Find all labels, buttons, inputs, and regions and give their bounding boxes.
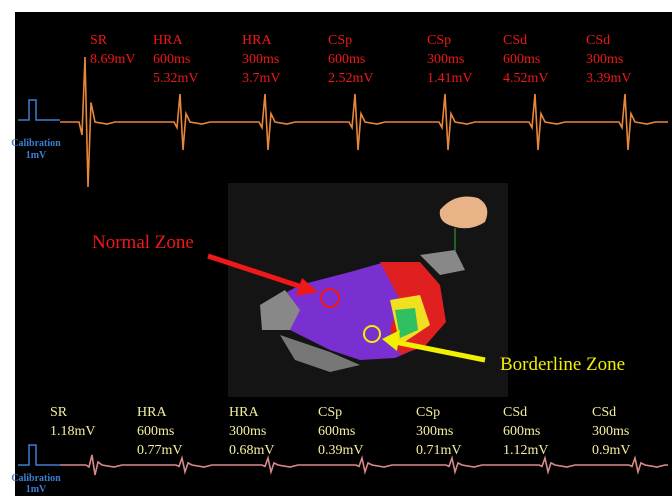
trace-label: CSd (503, 405, 527, 420)
trace-label: 0.77mV (137, 443, 183, 458)
trace-label: HRA (242, 33, 272, 48)
trace-label: SR (90, 33, 108, 48)
trace-label: CSp (328, 33, 352, 48)
trace-label: 600ms (503, 52, 540, 67)
trace-label: HRA (137, 405, 167, 420)
calibration-value: 1mV (26, 484, 47, 495)
trace-label: CSd (586, 33, 610, 48)
trace-label: 600ms (137, 424, 174, 439)
trace-label: 1.12mV (503, 443, 549, 458)
trace-label: 5.32mV (153, 71, 199, 86)
figure: Calibration 1mV Calibration 1mV Normal Z… (0, 0, 672, 496)
trace-label: 300ms (586, 52, 623, 67)
trace-label: 300ms (242, 52, 279, 67)
trace-label: 0.68mV (229, 443, 275, 458)
trace-label: 2.52mV (328, 71, 374, 86)
trace-label: 3.39mV (586, 71, 632, 86)
trace-label: SR (50, 405, 68, 420)
trace-label: 0.71mV (416, 443, 462, 458)
trace-label: 600ms (318, 424, 355, 439)
trace-label: 300ms (229, 424, 266, 439)
trace-label: 0.39mV (318, 443, 364, 458)
calibration-label: Calibration (11, 138, 61, 149)
calibration-value: 1mV (26, 150, 47, 161)
trace-label: 300ms (416, 424, 453, 439)
trace-label: 300ms (592, 424, 629, 439)
trace-label: HRA (229, 405, 259, 420)
trace-label: 3.7mV (242, 71, 281, 86)
trace-label: 1.18mV (50, 424, 96, 439)
trace-label: CSp (318, 405, 342, 420)
trace-label: 600ms (153, 52, 190, 67)
trace-label: CSd (592, 405, 616, 420)
trace-label: HRA (153, 33, 183, 48)
trace-label: 300ms (427, 52, 464, 67)
trace-label: 0.9mV (592, 443, 631, 458)
trace-label: 4.52mV (503, 71, 549, 86)
annotation: Borderline Zone (500, 354, 625, 375)
trace-label: 600ms (328, 52, 365, 67)
trace-label: 1.41mV (427, 71, 473, 86)
map (228, 183, 508, 397)
trace-label: CSp (416, 405, 440, 420)
calibration-label: Calibration (11, 473, 61, 484)
trace-label: CSp (427, 33, 451, 48)
trace-label: CSd (503, 33, 527, 48)
annotation: Normal Zone (92, 232, 194, 253)
trace-label: 8.69mV (90, 52, 136, 67)
trace-label: 600ms (503, 424, 540, 439)
